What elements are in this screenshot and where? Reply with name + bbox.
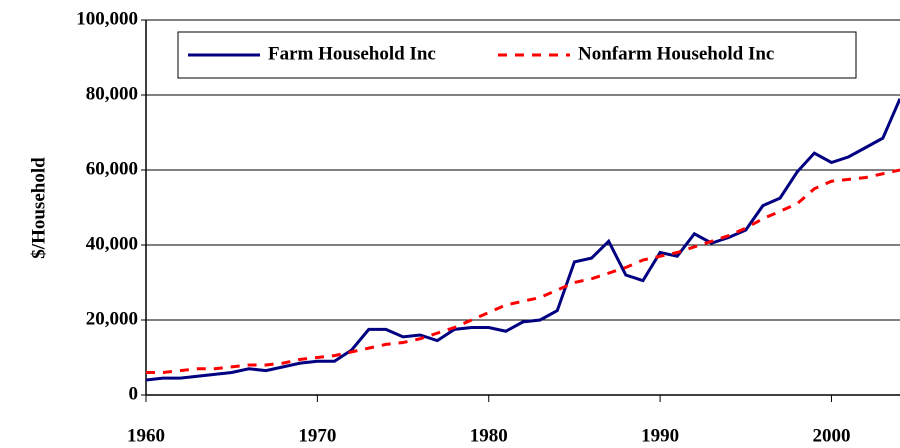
y-tick-label: 20,000 (86, 308, 138, 329)
legend-label: Nonfarm Household Inc (578, 43, 774, 64)
series-line (145, 98, 900, 382)
series-line (146, 168, 900, 374)
y-tick-label: 80,000 (86, 83, 138, 104)
legend-label: Farm Household Inc (268, 43, 436, 64)
y-tick-label: 100,000 (76, 8, 138, 29)
x-tick-label: 1960 (127, 425, 165, 446)
x-tick-label: 1990 (641, 425, 679, 446)
x-tick-label: 1980 (470, 425, 508, 446)
x-tick-label: 1970 (298, 425, 336, 446)
y-tick-label: 40,000 (86, 233, 138, 254)
x-tick-label: 2000 (812, 425, 850, 446)
y-tick-label: 60,000 (86, 158, 138, 179)
y-axis-label: $/Household (28, 157, 49, 259)
y-tick-label: 0 (129, 383, 139, 404)
